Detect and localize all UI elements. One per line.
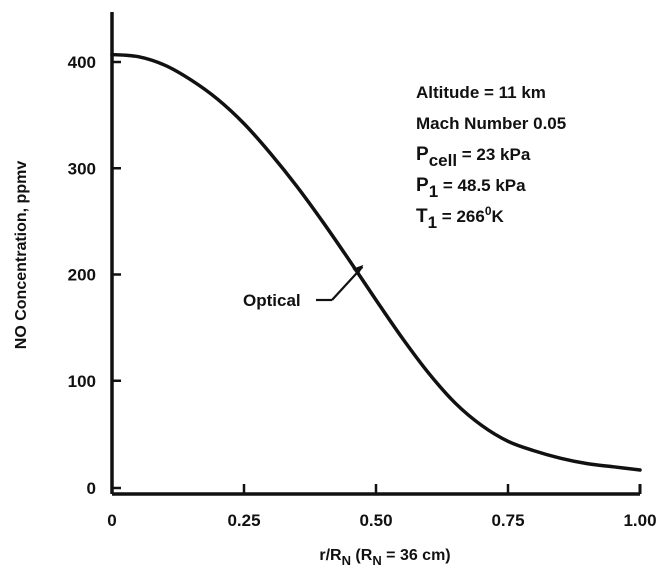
y-tick-label: 100 (68, 372, 96, 391)
annotation-line: P1 = 48.5 kPa (416, 175, 526, 201)
leader-arrowhead (352, 264, 364, 275)
y-tick-label: 200 (68, 266, 96, 285)
axes (110, 12, 642, 496)
annotation-line: T1 = 2660K (416, 204, 505, 232)
series: Optical (110, 52, 642, 472)
series-label-optical: Optical (243, 291, 301, 310)
annotation-line: Mach Number 0.05 (416, 114, 566, 133)
x-tick-label: 0 (107, 511, 116, 530)
y-tick-label: 400 (68, 53, 96, 72)
y-axis-title: NO Concentration, ppmv (13, 161, 30, 350)
annotations: Altitude = 11 km Mach Number 0.05 Pcell = … (416, 83, 566, 232)
x-tick-label: 1.00 (623, 511, 656, 530)
annotation-line: Altitude = 11 km (416, 83, 546, 102)
x-tick-label: 0.25 (227, 511, 260, 530)
x-axis-title: r/RN (RN = 36 cm) (319, 547, 450, 568)
series-line-optical (110, 52, 642, 472)
ticks: 0 100 200 300 400 0 0.25 0.50 0.75 1.00 (68, 53, 657, 530)
labels: NO Concentration, ppmv r/RN (RN = 36 cm) (13, 161, 451, 568)
annotation-line: Pcell = 23 kPa (416, 144, 531, 170)
y-tick-label: 0 (87, 479, 96, 498)
y-tick-label: 300 (68, 159, 96, 178)
x-tick-label: 0.50 (359, 511, 392, 530)
x-tick-label: 0.75 (491, 511, 524, 530)
